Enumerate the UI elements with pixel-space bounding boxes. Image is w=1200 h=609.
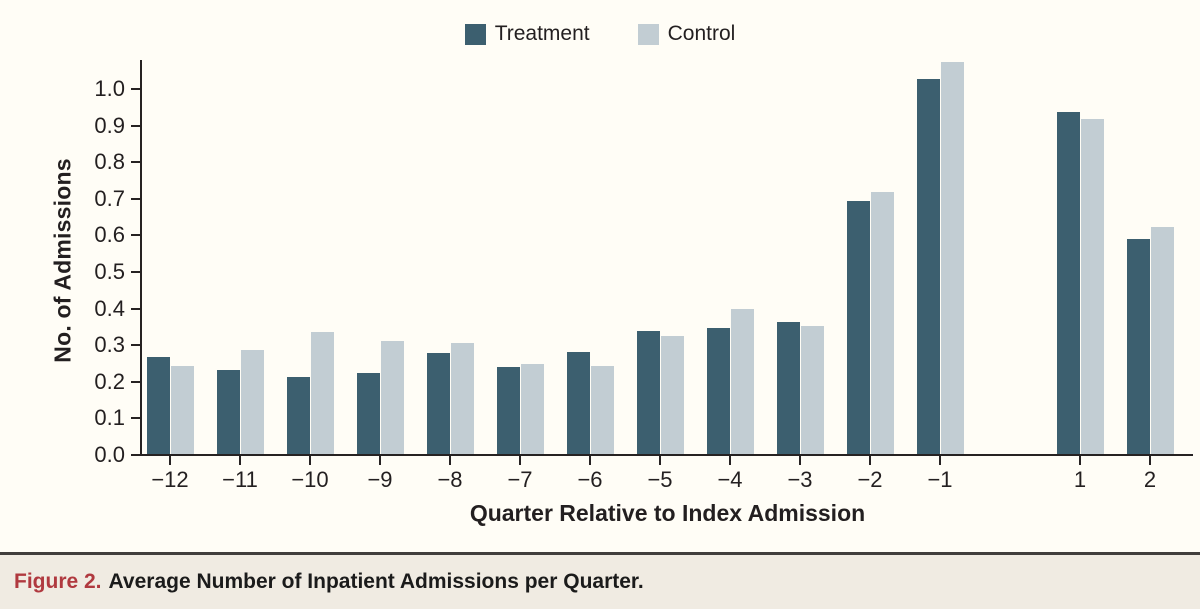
y-tick-mark	[131, 344, 140, 347]
x-tick-label: −1	[927, 467, 953, 492]
bar-control	[590, 366, 614, 454]
y-tick-label: 0.7	[94, 185, 125, 211]
y-tick-mark	[131, 271, 140, 273]
x-tick-mark	[939, 456, 941, 465]
x-tick-label: −7	[507, 467, 533, 492]
x-tick-mark	[1079, 456, 1081, 465]
x-tick-label: −8	[437, 467, 463, 492]
x-tick-mark	[1149, 456, 1151, 465]
x-tick-mark	[519, 456, 521, 465]
caption-band: Figure 2. Average Number of Inpatient Adm…	[0, 555, 1200, 609]
x-tick-label: −12	[151, 467, 189, 492]
x-tick-label: 1	[1073, 467, 1087, 492]
x-tick-mark	[729, 456, 731, 465]
y-tick-label: 0.5	[94, 259, 125, 284]
bar-control	[170, 365, 194, 454]
x-tick-mark	[799, 456, 801, 465]
bar-control	[730, 309, 754, 454]
y-tick-mark	[131, 161, 140, 164]
y-tick-mark	[131, 454, 140, 456]
y-tick-label: 0.8	[94, 149, 125, 175]
bar-treatment	[846, 201, 870, 454]
x-tick-mark	[449, 456, 451, 465]
y-tick-label: 0.1	[94, 405, 125, 431]
x-tick-label: −5	[647, 467, 673, 492]
control-swatch-icon	[637, 23, 659, 45]
x-tick-label: 2	[1143, 467, 1157, 492]
x-tick-mark	[659, 456, 661, 465]
bar-control	[450, 343, 474, 454]
y-tick-mark	[131, 197, 140, 200]
y-tick-label: 0.9	[94, 112, 125, 138]
x-tick-mark	[309, 456, 311, 465]
bar-treatment	[356, 372, 380, 454]
bar-treatment	[146, 357, 170, 454]
bar-treatment	[1056, 111, 1080, 454]
bar-treatment	[916, 78, 940, 454]
x-tick-label: −11	[222, 467, 258, 492]
y-tick-label: 0.3	[94, 332, 125, 358]
legend-label-control: Control	[667, 22, 736, 45]
x-tick-label: −6	[577, 467, 603, 492]
y-tick-mark	[131, 307, 140, 310]
bar-control	[940, 62, 964, 454]
bar-treatment	[566, 351, 590, 454]
x-tick-mark	[169, 456, 171, 465]
y-tick-mark	[131, 124, 140, 127]
legend-item-control: Control	[637, 22, 736, 46]
bar-treatment	[496, 366, 520, 454]
legend-label-treatment: Treatment	[494, 22, 590, 45]
chart-legend: Treatment Control	[0, 22, 1200, 46]
y-tick-label: 0.4	[94, 295, 125, 321]
x-axis-line	[140, 454, 1193, 456]
x-tick-label: −9	[367, 467, 393, 492]
y-axis-title: No. of Admissions	[49, 158, 76, 363]
x-tick-mark	[239, 456, 241, 465]
treatment-swatch-icon	[464, 23, 486, 45]
bar-control	[800, 325, 824, 454]
bar-treatment	[636, 331, 660, 454]
bar-control	[1150, 227, 1174, 454]
bar-control	[240, 350, 264, 454]
bar-treatment	[706, 327, 730, 454]
bar-control	[870, 192, 894, 454]
bar-control	[1080, 119, 1104, 454]
y-tick-label: 0.0	[94, 442, 125, 467]
x-tick-label: −3	[787, 467, 813, 492]
bar-control	[520, 363, 544, 454]
bar-treatment	[216, 369, 240, 454]
bar-control	[310, 331, 334, 454]
y-tick-label: 0.2	[94, 368, 125, 394]
figure-caption-text: Average Number of Inpatient Admissions p…	[108, 570, 644, 593]
bar-treatment	[426, 352, 450, 454]
x-tick-mark	[869, 456, 871, 465]
x-tick-label: −4	[717, 467, 743, 492]
x-tick-mark	[589, 456, 591, 465]
y-tick-mark	[131, 380, 140, 383]
legend-item-treatment: Treatment	[464, 22, 590, 46]
y-tick-label: 0.6	[94, 222, 125, 248]
x-tick-mark	[379, 456, 381, 465]
bar-control	[660, 336, 684, 454]
y-axis-line	[140, 60, 142, 456]
figure-caption: Figure 2. Average Number of Inpatient Adm…	[0, 570, 644, 594]
figure-caption-label: Figure 2.	[14, 570, 102, 593]
plot-area: Treatment Control No. of Admissions Quar…	[0, 22, 1200, 526]
caption-top-rule	[0, 552, 1200, 555]
y-tick-mark	[131, 88, 140, 90]
bar-treatment	[776, 322, 800, 454]
x-axis-title: Quarter Relative to Index Admission	[469, 500, 866, 526]
bar-treatment	[1126, 238, 1150, 454]
x-tick-label: −10	[291, 467, 329, 492]
y-tick-mark	[131, 417, 140, 420]
x-tick-label: −2	[857, 467, 883, 492]
y-tick-mark	[131, 234, 140, 237]
bar-control	[380, 341, 404, 454]
bar-treatment	[286, 377, 310, 454]
y-tick-label: 1.0	[94, 76, 125, 101]
